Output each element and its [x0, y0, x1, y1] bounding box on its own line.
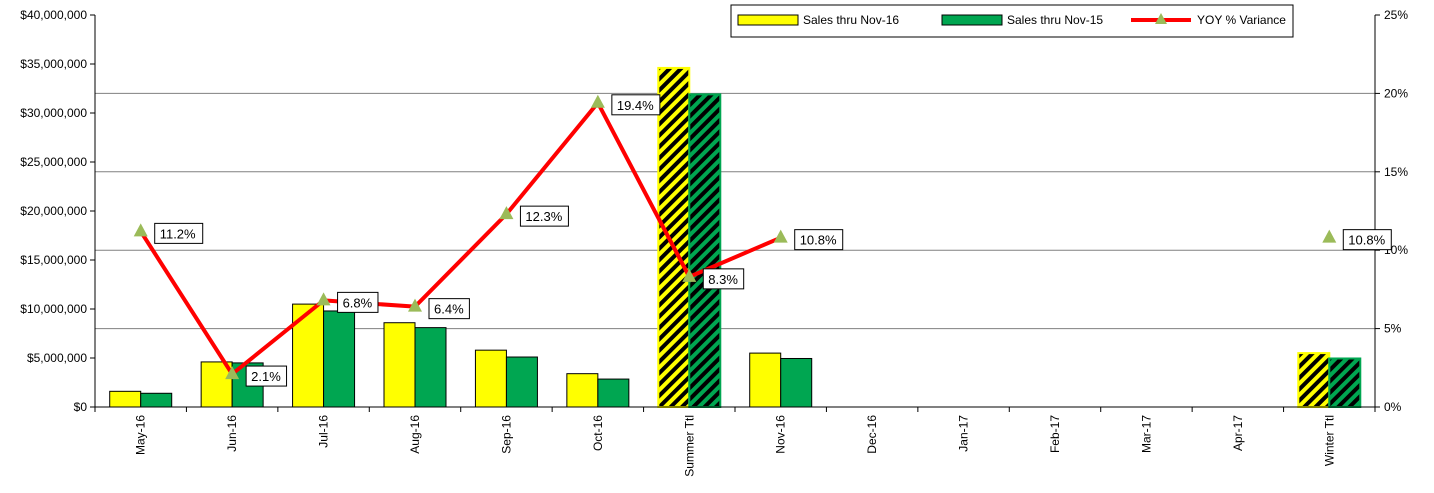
variance-label-box: [794, 229, 844, 251]
x-tick-label: Jun-16: [225, 415, 239, 452]
bar-sales-nov15: [323, 310, 356, 408]
bars: [109, 66, 1362, 409]
legend-swatch-variance-marker: [1155, 13, 1167, 24]
x-tick-label: Summer Ttl: [682, 415, 696, 477]
left-tick-label: $40,000,000: [20, 8, 87, 22]
legend-swatch-sales-nov16: [737, 14, 799, 26]
data-labels: 11.2% 2.1% 6.8% 6.4% 12.3% 19.4% 8.3% 10.8% 10.8…: [154, 94, 1392, 387]
axes: $0 $5,000,000 $10,000,000 $15,000,000 $20,00…: [20, 8, 1408, 477]
x-tick-label: Feb-17: [1048, 415, 1062, 453]
bar-sales-nov15: [688, 93, 722, 408]
left-tick-label: $5,000,000: [27, 351, 87, 365]
variance-label-box: [428, 298, 470, 320]
variance-marker: [682, 268, 697, 282]
x-tick-label: Nov-16: [774, 415, 788, 454]
variance-label-box: [519, 205, 569, 227]
x-tick-label: May-16: [134, 415, 148, 455]
bar-sales-nov16: [474, 349, 507, 408]
variance-marker: [1322, 229, 1337, 243]
legend-label-sales-nov16: Sales thru Nov-16: [803, 13, 899, 27]
bar-sales-nov16: [749, 352, 782, 408]
bar-sales-nov15: [1328, 357, 1362, 408]
legend-swatch-sales-nov15: [941, 14, 1003, 26]
bar-sales-nov15: [140, 392, 173, 408]
legend: Sales thru Nov-16 Sales thru Nov-15 YOY % …: [730, 4, 1294, 38]
left-tick-label: $0: [74, 400, 88, 414]
right-tick-label: 0%: [1384, 400, 1402, 414]
x-tick-label: Mar-17: [1139, 415, 1153, 453]
legend-box: [730, 4, 1294, 38]
legend-label-variance: YOY % Variance: [1197, 13, 1286, 27]
bar-sales-nov16: [657, 66, 691, 408]
left-tick-label: $25,000,000: [20, 155, 87, 169]
variance-marker: [590, 94, 605, 108]
variance-label: 6.8%: [343, 295, 373, 310]
bar-sales-nov15: [414, 327, 447, 408]
gridlines: [95, 92, 1375, 330]
x-tick-label: Winter Ttl: [1322, 415, 1336, 466]
right-tick-label: 25%: [1384, 8, 1408, 22]
bar-sales-nov16: [383, 322, 416, 408]
x-tick-label: Jul-16: [317, 415, 331, 448]
variance-label: 6.4%: [434, 302, 464, 317]
variance-label-box: [1342, 229, 1392, 251]
bar-sales-nov16: [566, 373, 599, 408]
variance-label: 8.3%: [708, 272, 738, 287]
variance-label-box: [245, 365, 288, 387]
bar-sales-nov15: [597, 378, 630, 408]
legend-label-sales-nov15: Sales thru Nov-15: [1007, 13, 1103, 27]
variance-line-segment: [139, 100, 782, 377]
bar-sales-nov15: [780, 357, 813, 408]
right-tick-label: 20%: [1384, 86, 1408, 100]
variance-label-box: [337, 291, 379, 313]
variance-marker: [316, 292, 331, 306]
left-tick-label: $30,000,000: [20, 106, 87, 120]
variance-label: 12.3%: [525, 209, 562, 224]
variance-marker: [773, 229, 788, 243]
x-tick-label: Oct-16: [591, 415, 605, 451]
variance-label: 10.8%: [1348, 233, 1385, 248]
x-tick-label: Dec-16: [865, 415, 879, 454]
variance-label-box: [702, 268, 745, 290]
x-tick-label: Sep-16: [499, 415, 513, 454]
x-tick-label: Apr-17: [1231, 415, 1245, 451]
left-tick-label: $20,000,000: [20, 204, 87, 218]
x-tick-label: Aug-16: [408, 415, 422, 454]
variance-label: 11.2%: [160, 226, 196, 241]
variance-marker: [408, 298, 422, 312]
left-tick-label: $15,000,000: [20, 253, 87, 267]
variance-label-box: [611, 94, 661, 116]
variance-label: 19.4%: [617, 98, 654, 113]
variance-marker: [499, 206, 514, 220]
variance-marker: [225, 366, 240, 380]
right-tick-label: 15%: [1384, 165, 1408, 179]
variance-label: 2.1%: [251, 369, 281, 384]
left-tick-label: $10,000,000: [20, 302, 87, 316]
right-tick-label: 5%: [1384, 322, 1402, 336]
variance-label: 10.8%: [800, 233, 837, 248]
variance-marker: [133, 223, 148, 237]
variance-label-box: [154, 222, 204, 244]
bar-sales-nov16: [1297, 352, 1331, 409]
variance-line: [133, 94, 1337, 380]
x-tick-label: Jan-17: [957, 415, 971, 452]
bar-sales-nov15: [505, 356, 538, 408]
left-tick-label: $35,000,000: [20, 57, 87, 71]
bar-sales-nov16: [109, 390, 142, 408]
